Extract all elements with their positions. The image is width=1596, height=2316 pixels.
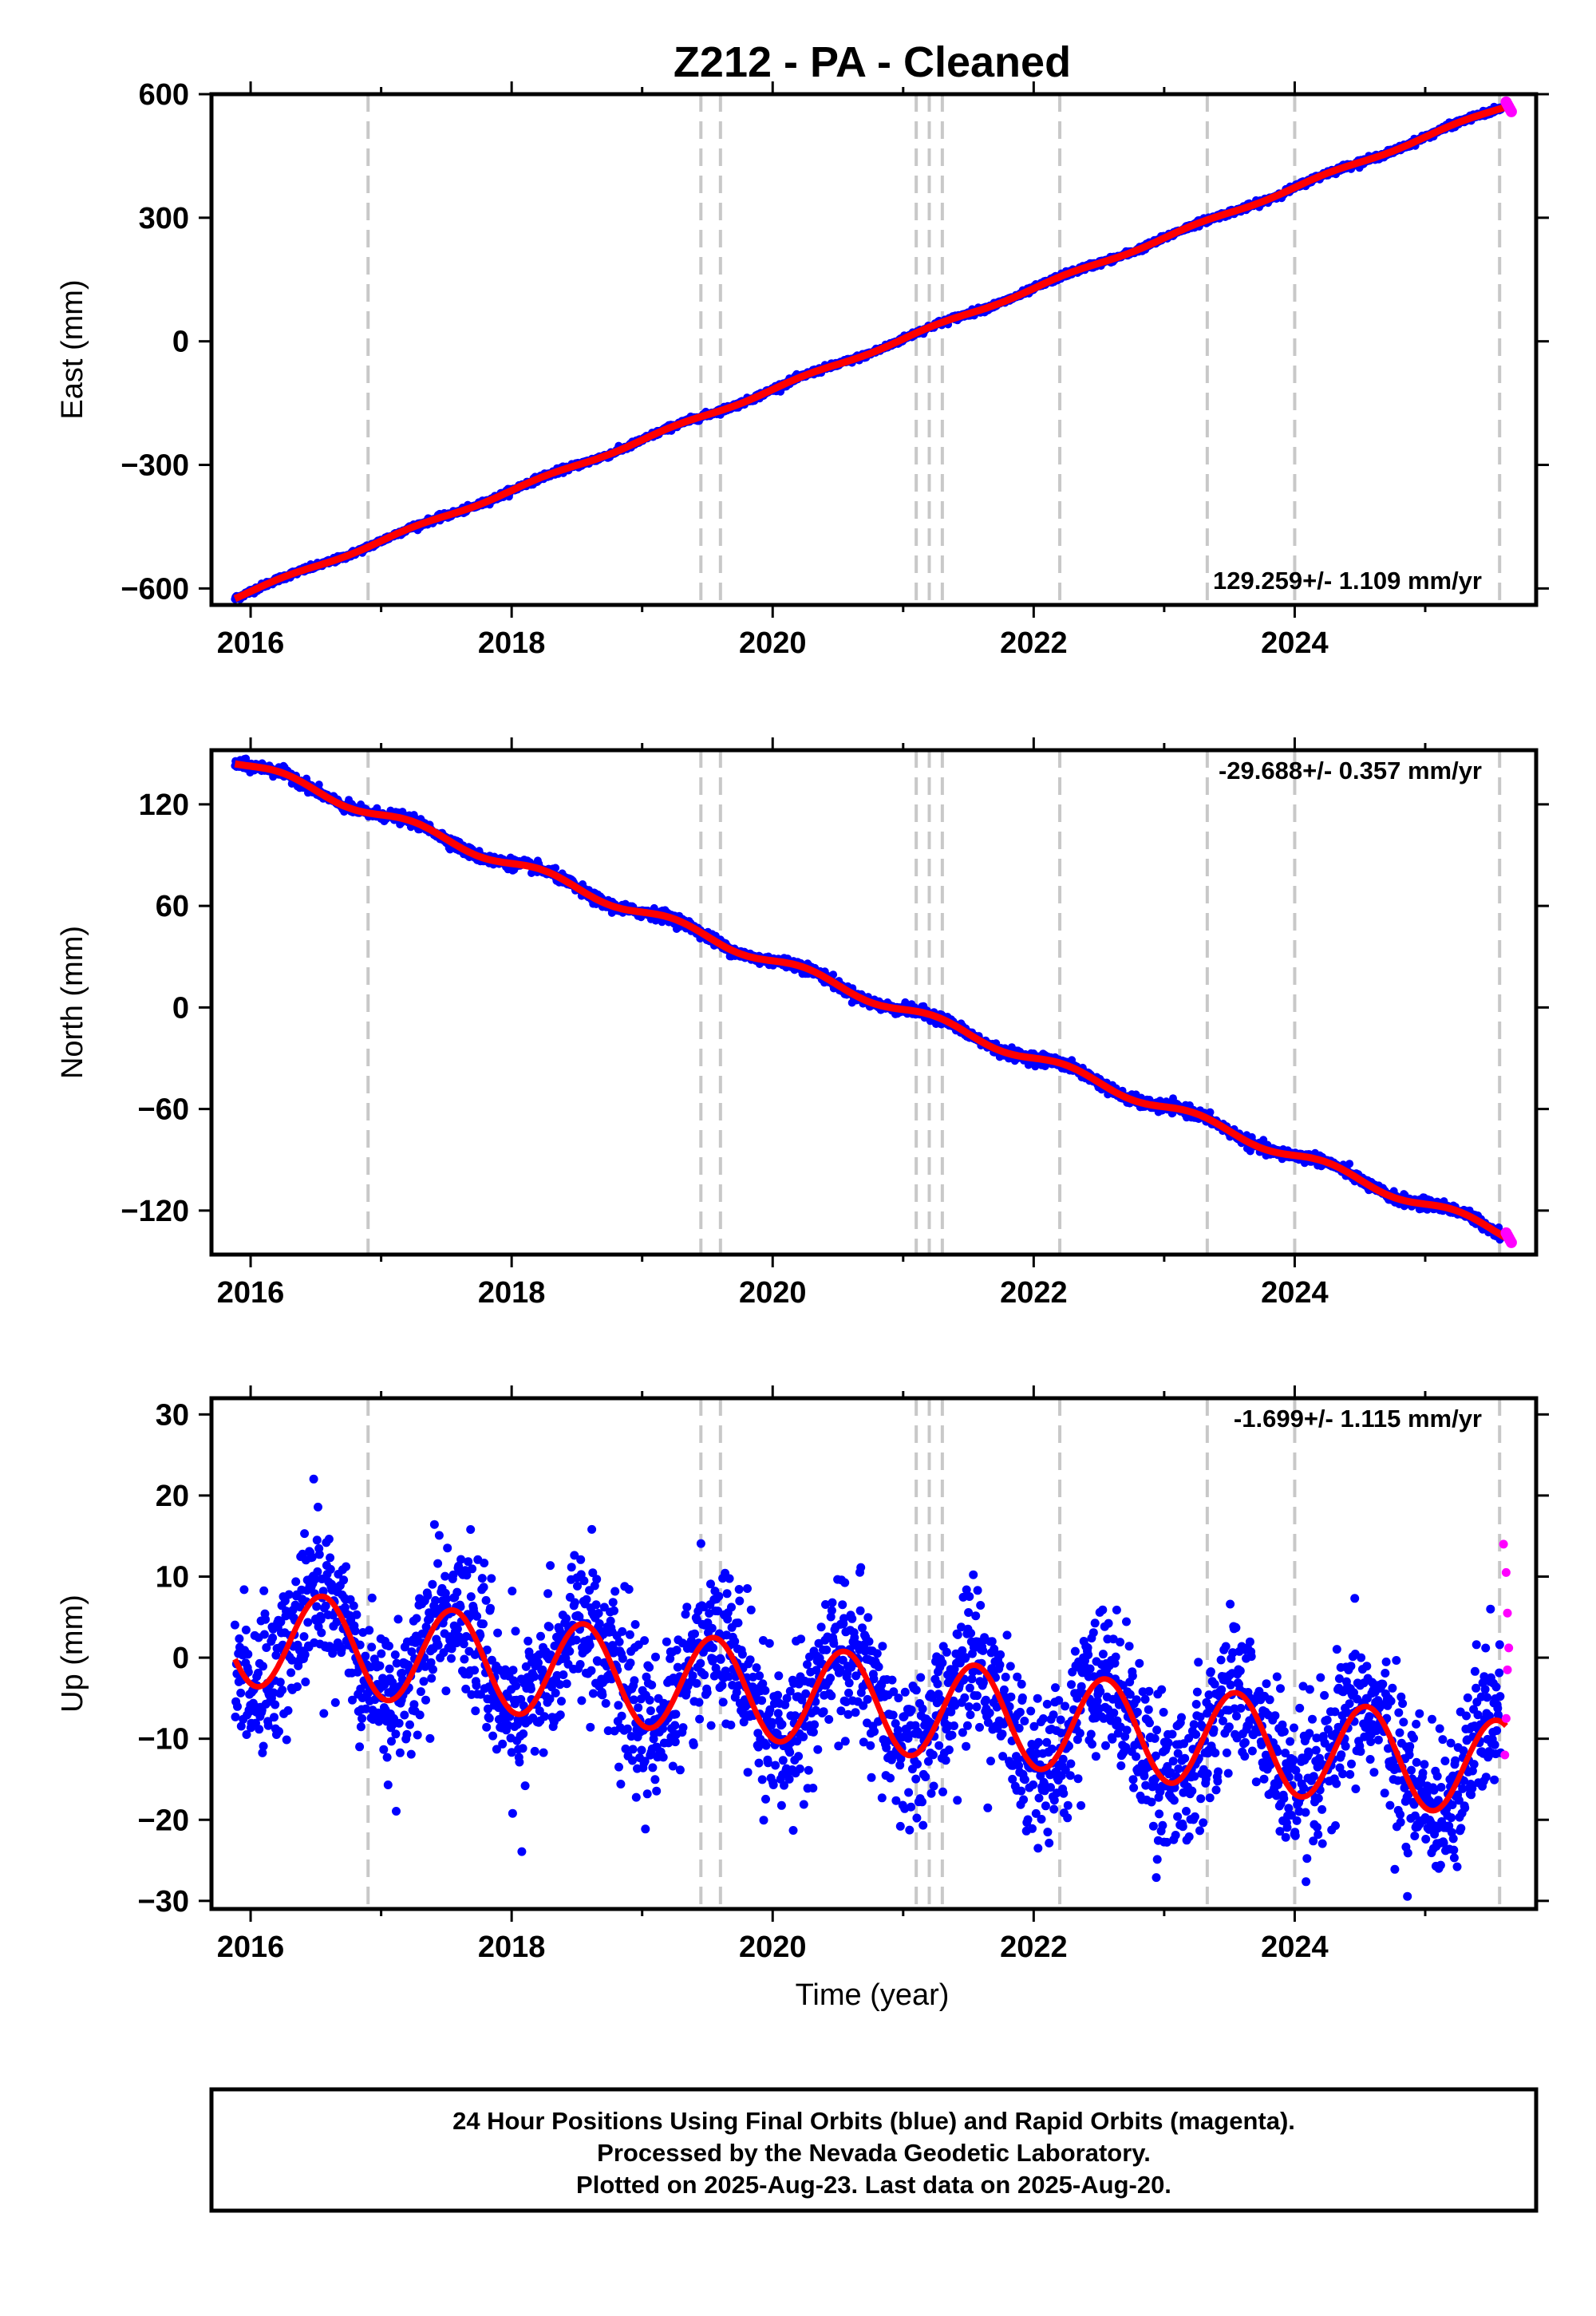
x-tick-label: 2020 (739, 626, 807, 660)
x-tick-label: 2020 (739, 1276, 807, 1310)
panel-frame (209, 92, 1539, 607)
model-curve (233, 103, 1507, 603)
east-panel: 2016 2018 2020 2022 2024 600 300 0 −300 −600 East … (56, 78, 1549, 660)
y-tick-label: 600 (139, 78, 189, 112)
x-tick-label: 2024 (1261, 626, 1329, 660)
rate-label: -29.688+/- 0.357 mm/yr (1219, 757, 1482, 785)
y-tick-label: 300 (139, 202, 189, 235)
y-tick-label: −60 (138, 1093, 189, 1127)
rapid-orbit-points (1500, 1227, 1517, 1248)
north-panel: 2016 2018 2020 2022 2024 120 60 0 −60 −120 North (… (56, 737, 1549, 1310)
data-point (231, 1712, 240, 1721)
y-tick-label: −300 (120, 449, 189, 483)
rapid-point (1505, 1236, 1517, 1248)
data-point (230, 1620, 239, 1630)
plot-area (230, 1474, 1514, 1901)
final-orbit-points (230, 1474, 1505, 1901)
rate-label: 129.259+/- 1.109 mm/yr (1213, 567, 1482, 595)
y-axis-label: East (mm) (56, 279, 89, 419)
y-tick-label: 60 (156, 890, 189, 923)
y-tick-label: 0 (172, 326, 189, 359)
rapid-point (1505, 105, 1517, 117)
chart-title: Z212 - PA - Cleaned (674, 38, 1071, 86)
data-point (901, 998, 910, 1006)
x-tick-label: 2024 (1261, 1276, 1329, 1310)
x-tick-label: 2022 (1000, 626, 1068, 660)
y-axis-label: North (mm) (56, 926, 89, 1079)
data-point (551, 864, 560, 872)
x-tick-label: 2018 (478, 626, 546, 660)
x-tick-label: 2018 (478, 1276, 546, 1310)
y-tick-label: −120 (120, 1195, 189, 1228)
data-point (233, 1701, 242, 1711)
y-tick-label: 0 (172, 991, 189, 1025)
x-tick-label: 2016 (217, 626, 285, 660)
data-point (829, 970, 838, 979)
rapid-orbit-points (1500, 96, 1517, 117)
y-tick-label: −600 (120, 572, 189, 606)
data-point (1345, 1160, 1354, 1168)
y-tick-label: 120 (139, 788, 189, 822)
plot-area (231, 754, 1517, 1248)
x-tick-label: 2022 (1000, 1276, 1068, 1310)
x-tick-label: 2016 (217, 1276, 285, 1310)
plot-area (231, 96, 1517, 603)
data-point (1206, 1108, 1215, 1117)
